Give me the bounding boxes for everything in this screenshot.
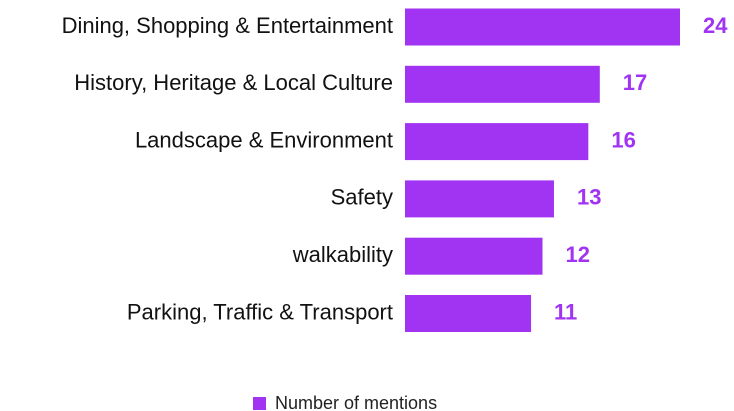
category-label: Landscape & Environment <box>135 127 393 152</box>
bar <box>405 295 532 332</box>
bar <box>405 180 554 218</box>
value-label: 24 <box>703 13 728 38</box>
bar <box>405 8 680 46</box>
bar <box>405 65 600 103</box>
bar <box>405 237 543 275</box>
category-label: Safety <box>331 185 393 210</box>
value-label: 11 <box>554 299 577 324</box>
value-label: 17 <box>623 70 647 95</box>
value-label: 12 <box>566 242 590 267</box>
legend-label: Number of mentions <box>275 393 437 411</box>
category-label: History, Heritage & Local Culture <box>74 70 393 95</box>
legend-swatch <box>253 397 266 410</box>
category-label: Parking, Traffic & Transport <box>127 299 393 324</box>
value-label: 16 <box>611 127 635 152</box>
value-label: 13 <box>577 185 601 210</box>
category-label: walkability <box>292 242 393 267</box>
bar <box>405 123 589 161</box>
category-label: Dining, Shopping & Entertainment <box>62 13 393 38</box>
